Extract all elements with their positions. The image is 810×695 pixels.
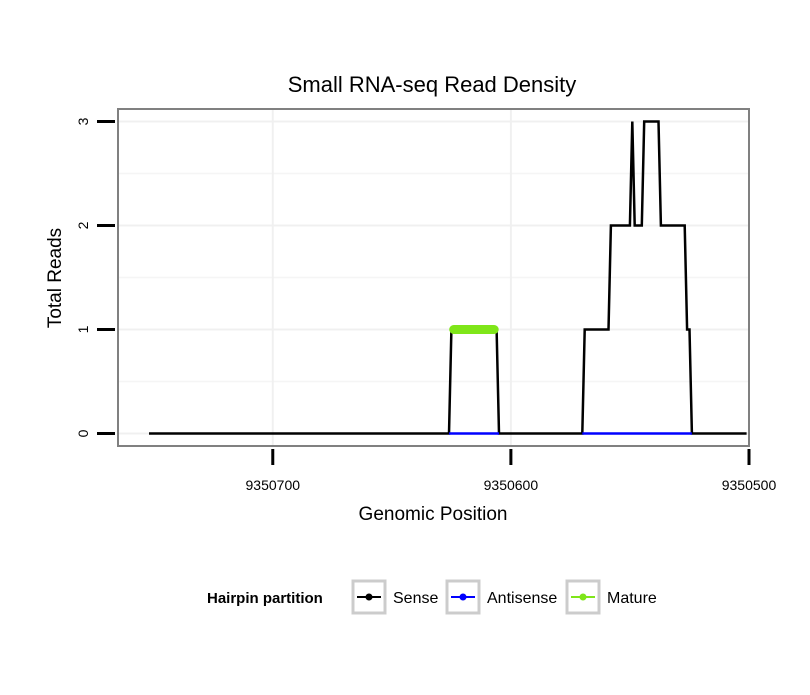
y-tick-label: 3 xyxy=(75,117,91,125)
legend: Hairpin partition Sense Antisense Mature xyxy=(207,579,657,615)
y-axis-title: Total Reads xyxy=(45,228,66,328)
grid xyxy=(118,109,750,446)
legend-dot-mature xyxy=(579,593,587,601)
y-tick-label: 0 xyxy=(75,429,91,437)
legend-dot-antisense xyxy=(459,593,467,601)
x-tick-label: 9350700 xyxy=(246,477,301,493)
y-tick-label: 1 xyxy=(75,325,91,333)
legend-item-mature: Mature xyxy=(565,579,657,615)
legend-label-sense: Sense xyxy=(393,590,438,607)
y-axis: 0 1 2 3 xyxy=(75,117,115,437)
legend-dot-sense xyxy=(365,593,373,601)
x-axis: 9350700 9350600 9350500 xyxy=(246,449,777,493)
x-axis-title: Genomic Position xyxy=(359,504,508,525)
legend-title: Hairpin partition xyxy=(207,590,323,607)
x-tick-label: 9350600 xyxy=(484,477,539,493)
chart-title: Small RNA-seq Read Density xyxy=(288,72,577,97)
legend-label-mature: Mature xyxy=(607,590,657,607)
y-tick-label: 2 xyxy=(75,221,91,229)
plot-panel-border xyxy=(117,108,750,447)
series-layer xyxy=(149,120,747,435)
legend-label-antisense: Antisense xyxy=(487,590,557,607)
x-tick-label: 9350500 xyxy=(722,477,777,493)
legend-item-sense: Sense xyxy=(351,579,438,615)
legend-item-antisense: Antisense xyxy=(445,579,557,615)
series-line-sense xyxy=(149,120,747,435)
